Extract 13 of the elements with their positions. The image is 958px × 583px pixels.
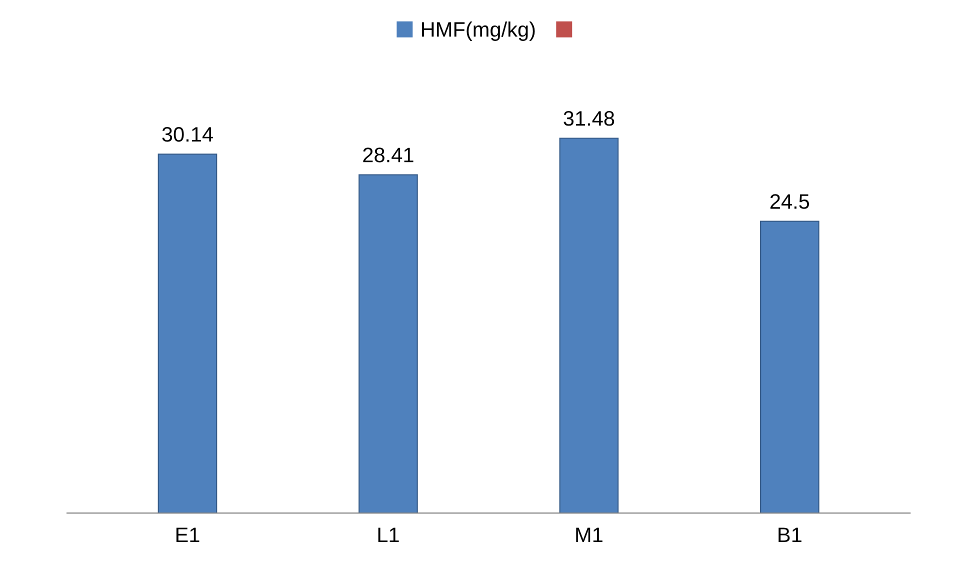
data-label: 30.14 <box>162 127 213 142</box>
bar <box>158 154 218 514</box>
x-tick-label: B1 <box>778 528 802 542</box>
x-tick-label: E1 <box>176 528 200 542</box>
x-tick-label: M1 <box>576 528 602 542</box>
bar <box>358 174 418 514</box>
x-tick-label: L1 <box>378 528 399 542</box>
data-label: 28.41 <box>363 148 414 162</box>
bar <box>760 220 820 514</box>
data-label: 24.5 <box>770 194 810 209</box>
bar <box>559 138 619 514</box>
legend-label: HMF(mg/kg) <box>422 22 535 41</box>
data-label: 31.48 <box>564 111 614 126</box>
